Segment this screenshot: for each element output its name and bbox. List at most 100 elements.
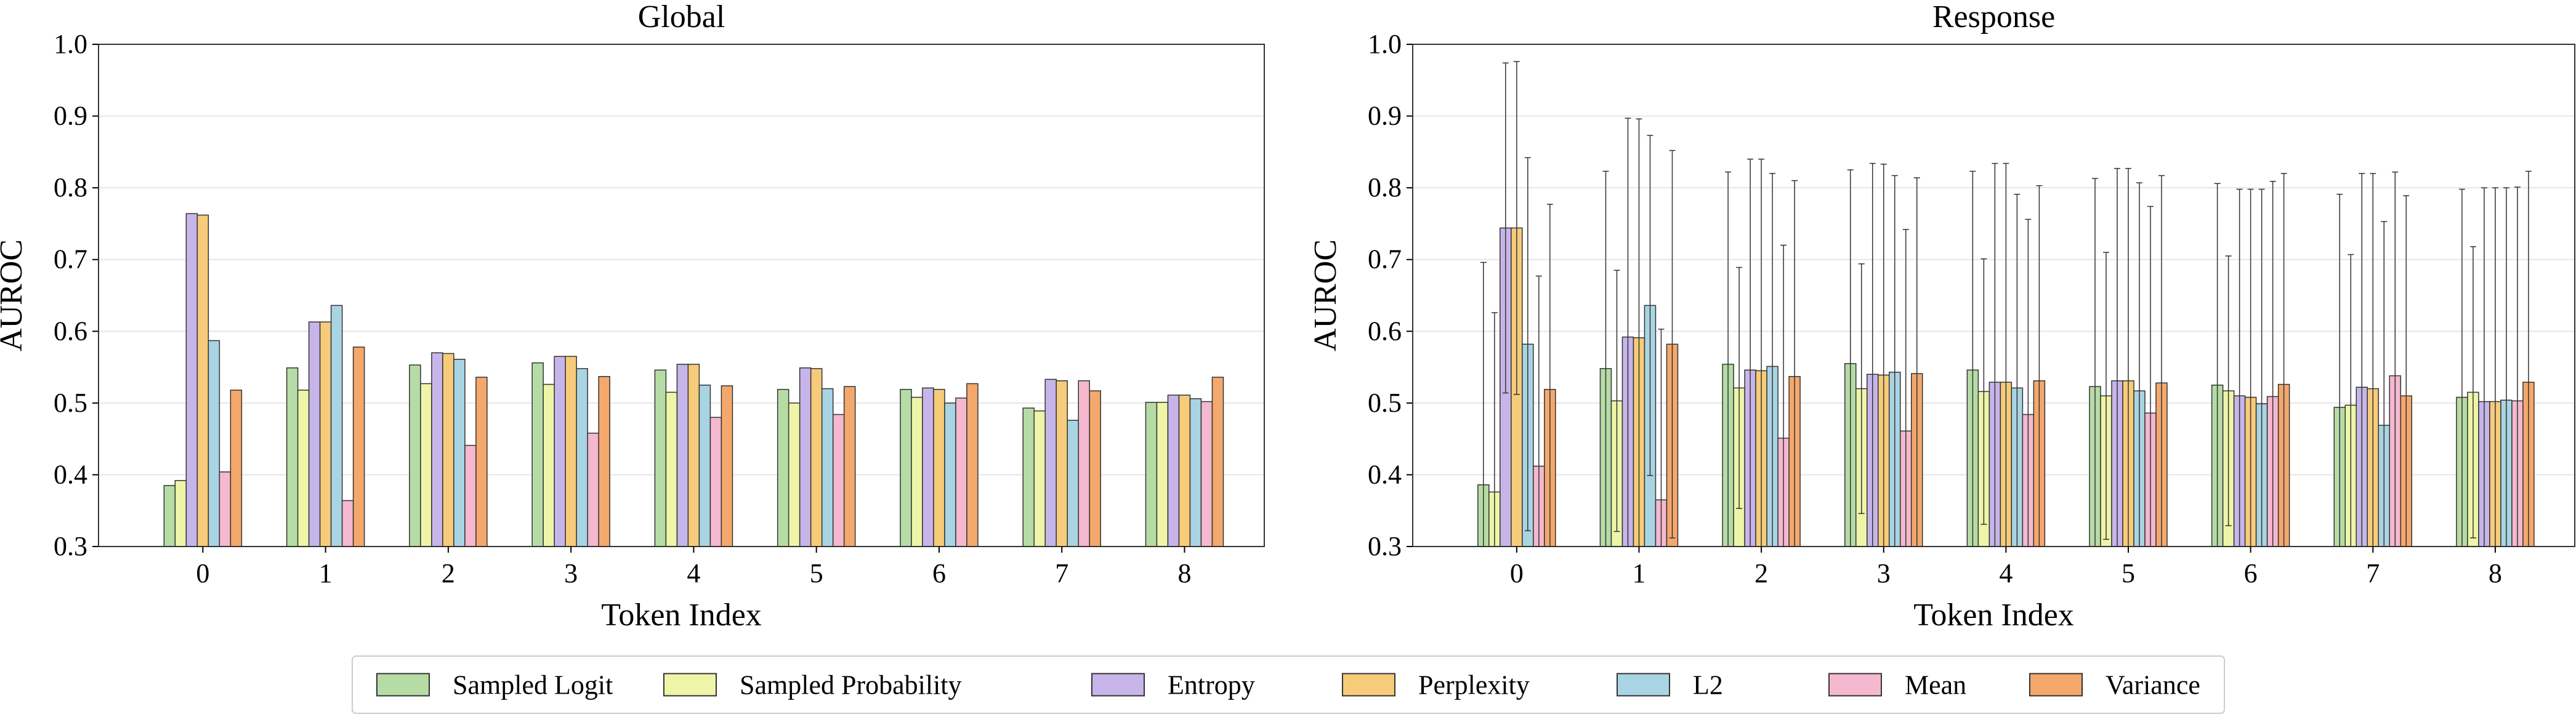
y-tick-label: 0.3 xyxy=(54,531,87,561)
y-tick-label: 0.7 xyxy=(1368,244,1402,274)
x-tick-label: 6 xyxy=(932,558,946,588)
bar-l2-5 xyxy=(821,388,834,547)
bar-mean-3 xyxy=(587,433,599,547)
legend-swatch xyxy=(376,673,430,697)
x-tick-label: 5 xyxy=(810,558,823,588)
error-bar-mean-3 xyxy=(1902,229,1909,547)
error-bar-l2-0 xyxy=(1524,157,1531,532)
bar-sampled-logit-5 xyxy=(777,388,789,547)
bar-mean-8 xyxy=(1200,401,1213,547)
legend-item-mean: Mean xyxy=(1828,670,1966,700)
bar-sampled-probability-8 xyxy=(1156,401,1169,547)
bar-entropy-0 xyxy=(185,213,198,547)
bar-perplexity-3 xyxy=(565,356,577,547)
bar-variance-6 xyxy=(966,383,979,547)
bar-perplexity-0 xyxy=(196,214,209,547)
x-tick-label: 3 xyxy=(1877,558,1891,588)
bar-sampled-probability-3 xyxy=(543,383,555,547)
error-bar-perplexity-6 xyxy=(2247,188,2254,547)
x-tick-label: 7 xyxy=(1055,558,1068,588)
error-bar-sampled-logit-8 xyxy=(2458,188,2465,547)
y-tick-label: 0.9 xyxy=(54,101,87,131)
y-tick-label: 0.6 xyxy=(1368,316,1402,346)
bar-variance-1 xyxy=(352,346,365,547)
error-bar-variance-4 xyxy=(2036,185,2043,547)
y-tick-label: 0.5 xyxy=(1368,388,1402,418)
bar-mean-5 xyxy=(832,414,845,547)
legend-item-entropy: Entropy xyxy=(1091,670,1255,700)
bar-entropy-4 xyxy=(676,364,689,547)
plot-frame xyxy=(98,44,1265,547)
y-tick-label: 1.0 xyxy=(1368,29,1402,59)
error-bar-l2-8 xyxy=(2503,187,2509,547)
legend-item-sampled-probability: Sampled Probability xyxy=(663,670,962,700)
bar-sampled-logit-7 xyxy=(1022,407,1035,547)
legend-item-sampled-logit: Sampled Logit xyxy=(376,670,613,700)
bar-entropy-3 xyxy=(554,356,566,547)
bar-sampled-probability-2 xyxy=(420,383,432,547)
bar-l2-3 xyxy=(576,368,588,547)
bar-sampled-probability-7 xyxy=(1033,410,1046,547)
y-tick-label: 1.0 xyxy=(54,29,87,59)
bar-mean-7 xyxy=(1078,380,1090,547)
bar-sampled-probability-1 xyxy=(297,390,310,547)
y-tick-label: 0.4 xyxy=(54,459,87,489)
error-bar-entropy-8 xyxy=(2481,187,2487,547)
bar-entropy-6 xyxy=(922,387,934,547)
bar-entropy-1 xyxy=(308,321,321,547)
error-bar-mean-6 xyxy=(2269,180,2276,547)
bar-perplexity-5 xyxy=(810,368,823,547)
error-bar-mean-8 xyxy=(2514,186,2521,547)
plot-frame xyxy=(1412,44,2575,547)
error-bar-entropy-6 xyxy=(2236,188,2243,547)
y-tick-label: 0.8 xyxy=(54,172,87,202)
bar-mean-6 xyxy=(955,397,967,547)
bar-l2-4 xyxy=(698,384,711,547)
error-bar-mean-4 xyxy=(2025,218,2032,547)
bar-perplexity-7 xyxy=(1056,380,1068,547)
bar-l2-7 xyxy=(1067,420,1079,547)
legend-swatch xyxy=(663,673,717,697)
x-tick-label: 2 xyxy=(442,558,455,588)
x-tick-label: 0 xyxy=(1510,558,1524,588)
error-bar-sampled-logit-1 xyxy=(1602,170,1609,547)
legend-label: Sampled Logit xyxy=(453,670,613,700)
error-bar-l2-1 xyxy=(1647,135,1653,476)
bar-mean-2 xyxy=(464,444,477,547)
x-tick-label: 4 xyxy=(1999,558,2013,588)
error-bar-sampled-logit-4 xyxy=(1969,170,1976,547)
legend-item-variance: Variance xyxy=(2029,670,2200,700)
x-tick-label: 1 xyxy=(1632,558,1645,588)
bar-entropy-8 xyxy=(1167,395,1180,547)
y-axis-label: AUROC xyxy=(0,239,29,351)
x-tick-label: 0 xyxy=(196,558,209,588)
y-tick-label: 0.7 xyxy=(54,244,87,274)
chart-panel-response: 0.3 0.4 0.5 0.6 0.7 0.8 0.9 1.0 0 1 2 3 4 5 6 7 8 Respons… xyxy=(1308,0,2575,633)
error-bar-perplexity-2 xyxy=(1758,158,1765,547)
error-bar-variance-1 xyxy=(1669,150,1676,539)
bar-mean-0 xyxy=(219,471,232,547)
error-bar-mean-2 xyxy=(1780,244,1787,547)
y-tick-label: 0.8 xyxy=(1368,172,1402,202)
bar-sampled-logit-4 xyxy=(654,369,667,547)
error-bar-perplexity-4 xyxy=(2003,162,2009,547)
error-bar-perplexity-1 xyxy=(1636,118,1642,547)
x-tick-label: 7 xyxy=(2366,558,2380,588)
bar-perplexity-1 xyxy=(319,321,332,547)
error-bar-l2-7 xyxy=(2381,221,2388,547)
x-tick-label: 2 xyxy=(1754,558,1768,588)
error-bar-entropy-3 xyxy=(1869,162,1876,547)
bar-variance-8 xyxy=(1211,377,1224,547)
x-axis-label: Token Index xyxy=(601,598,762,633)
y-tick-label: 0.4 xyxy=(1368,459,1402,489)
error-bar-sampled-probability-2 xyxy=(1736,266,1743,509)
error-bar-perplexity-0 xyxy=(1513,61,1520,395)
error-bar-entropy-1 xyxy=(1625,118,1631,547)
legend-label: Variance xyxy=(2106,670,2200,700)
error-bar-sampled-probability-4 xyxy=(1980,258,1987,525)
legend-label: Mean xyxy=(1905,670,1966,700)
bar-sampled-logit-0 xyxy=(163,485,176,547)
error-bar-sampled-probability-5 xyxy=(2102,252,2109,540)
bar-sampled-logit-1 xyxy=(286,367,299,547)
error-bar-sampled-logit-3 xyxy=(1847,169,1854,547)
